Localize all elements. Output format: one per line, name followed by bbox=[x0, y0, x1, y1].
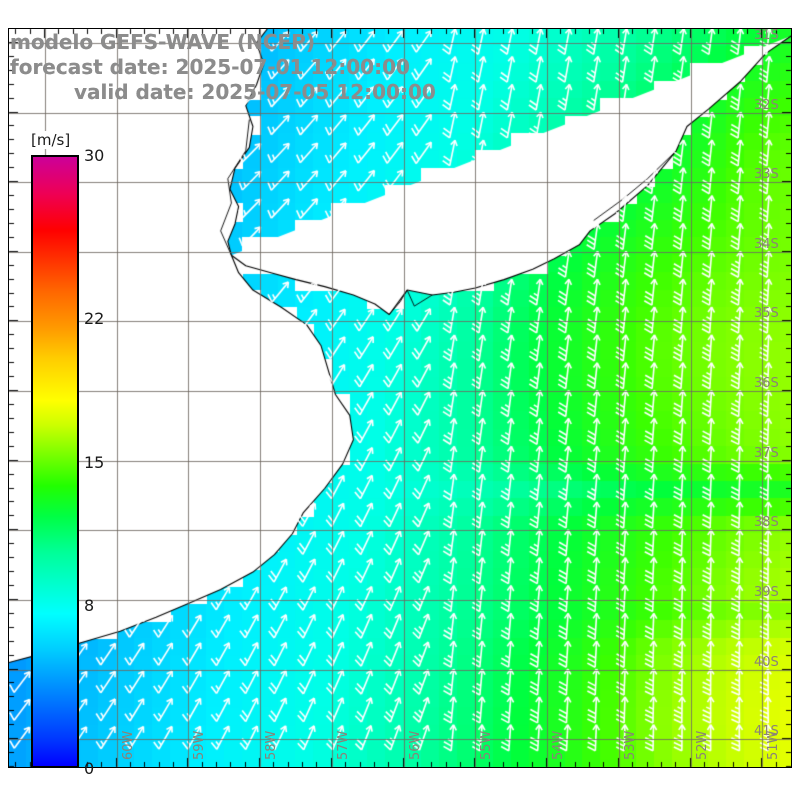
map-plot-area[interactable] bbox=[8, 28, 792, 768]
colorbar[interactable] bbox=[31, 155, 79, 768]
colorbar-tick-label: 30 bbox=[84, 146, 105, 165]
latitude-label: 32S bbox=[754, 97, 779, 113]
latitude-label: 41S bbox=[754, 724, 779, 740]
longitude-label: 60W bbox=[120, 730, 136, 760]
longitude-label: 54W bbox=[551, 730, 567, 760]
latitude-label: 33S bbox=[754, 167, 779, 183]
longitude-label: 59W bbox=[192, 730, 208, 760]
latitude-label: 36S bbox=[754, 376, 779, 392]
latitude-label: 34S bbox=[754, 236, 779, 252]
latitude-label: 35S bbox=[754, 306, 779, 322]
colorbar-gradient bbox=[31, 155, 79, 768]
latitude-label: 38S bbox=[754, 515, 779, 531]
longitude-label: 56W bbox=[407, 730, 423, 760]
latitude-label: 40S bbox=[754, 654, 779, 670]
latitude-label: 37S bbox=[754, 445, 779, 461]
latitude-label: 39S bbox=[754, 584, 779, 600]
colorbar-tick-label: 8 bbox=[84, 595, 95, 615]
longitude-label: 58W bbox=[264, 730, 280, 760]
longitude-label: 53W bbox=[622, 730, 638, 760]
graticule-grid bbox=[9, 29, 791, 767]
latitude-label: 31S bbox=[754, 27, 779, 43]
colorbar-tick-label: 15 bbox=[84, 452, 105, 472]
colorbar-tick-label: 0 bbox=[84, 759, 95, 778]
colorbar-unit-label: [m/s] bbox=[29, 131, 73, 149]
longitude-label: 57W bbox=[335, 730, 351, 760]
longitude-label: 55W bbox=[479, 730, 495, 760]
longitude-label: 52W bbox=[694, 730, 710, 760]
colorbar-tick-label: 22 bbox=[84, 309, 105, 329]
map-raster-clip bbox=[9, 29, 791, 767]
